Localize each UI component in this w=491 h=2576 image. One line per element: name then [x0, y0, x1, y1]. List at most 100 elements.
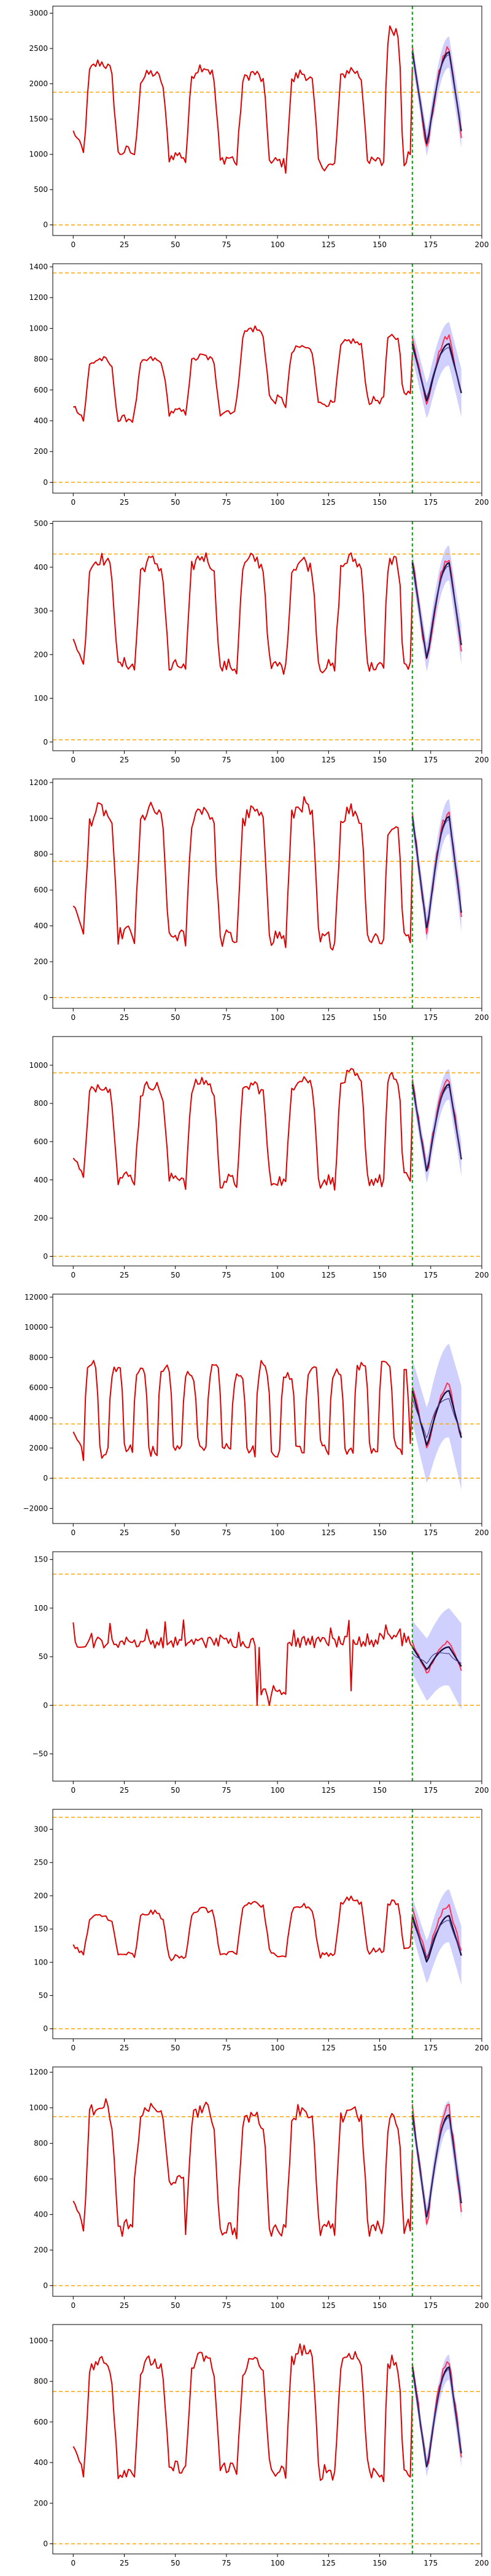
actual-future-line	[411, 1904, 462, 1959]
forecast-mean-line	[411, 1646, 462, 1671]
y-tick-label: 100	[34, 1958, 48, 1966]
axes-frame	[52, 521, 482, 751]
y-tick-label: 0	[43, 1474, 48, 1482]
x-tick-label: 50	[171, 2044, 180, 2052]
y-tick-label: 150	[34, 1555, 48, 1564]
x-tick-label: 150	[373, 2559, 387, 2567]
x-tick-label: 125	[322, 756, 336, 764]
history-line	[72, 1619, 413, 1706]
x-tick-label: 125	[322, 1786, 336, 1795]
panel-10: 0 25 50 75 100 125 150 175 200 0 200 400 600 800 1000	[29, 2324, 489, 2567]
history-line	[72, 25, 413, 174]
x-tick-label: 100	[271, 2044, 285, 2052]
y-tick-label: 800	[34, 2139, 48, 2148]
y-tick-label: 0	[43, 221, 48, 229]
y-tick-label: 0	[43, 993, 48, 1002]
x-tick-label: 100	[271, 2301, 285, 2310]
x-tick-label: 150	[373, 1013, 387, 1022]
y-tick-label: 1500	[29, 115, 48, 123]
axes-frame	[52, 2324, 482, 2555]
axes-frame	[52, 1551, 482, 1782]
prediction-interval	[412, 2101, 462, 2228]
x-tick-label: 25	[120, 756, 129, 764]
x-tick-label: 175	[423, 756, 438, 764]
plot-area	[53, 796, 482, 999]
y-tick-label: 300	[34, 607, 48, 615]
x-tick-label: 150	[373, 240, 387, 249]
history-line	[72, 1068, 413, 1191]
x-tick-label: 175	[423, 2301, 438, 2310]
x-tick-label: 200	[475, 1528, 489, 1537]
x-tick-label: 150	[373, 2301, 387, 2310]
x-tick-label: 25	[120, 2559, 129, 2567]
y-tick-label: 600	[34, 386, 48, 394]
y-tick-label: 200	[34, 447, 48, 456]
x-tick-label: 125	[322, 1528, 336, 1537]
x-tick-label: 100	[271, 1013, 285, 1022]
x-tick-label: 100	[271, 1786, 285, 1795]
forecast-sample-line	[412, 54, 462, 142]
y-tick-label: 400	[34, 2458, 48, 2467]
x-tick-label: 100	[271, 1528, 285, 1537]
plot-area	[53, 2343, 482, 2545]
x-tick-label: 200	[475, 756, 489, 764]
x-tick-label: 125	[322, 1271, 336, 1279]
y-tick-label: 500	[34, 185, 48, 194]
y-tick-label: 600	[34, 886, 48, 894]
x-tick-label: 0	[71, 1528, 75, 1537]
plot-area	[53, 1068, 482, 1257]
forecast-sample-line	[412, 2117, 462, 2215]
x-tick-label: 25	[120, 1786, 129, 1795]
axes-frame	[52, 1036, 482, 1267]
y-tick-label: 1200	[29, 778, 48, 787]
y-tick-label: 200	[34, 957, 48, 966]
x-tick-label: 75	[222, 2301, 231, 2310]
axes-frame	[52, 1809, 482, 2039]
history-line	[72, 552, 413, 675]
x-tick-label: 150	[373, 756, 387, 764]
x-tick-label: 75	[222, 756, 231, 764]
y-tick-label: 1200	[29, 293, 48, 302]
x-tick-label: 150	[373, 2044, 387, 2052]
y-tick-label: 3000	[29, 9, 48, 18]
y-tick-label: 100	[34, 1604, 48, 1612]
y-tick-label: 10000	[25, 1323, 48, 1332]
y-tick-label: 6000	[29, 1384, 48, 1392]
x-tick-label: 25	[120, 1528, 129, 1537]
x-tick-label: 200	[475, 498, 489, 507]
forecast-sample-line	[412, 1652, 462, 1664]
plot-area	[53, 2098, 482, 2287]
x-tick-label: 100	[271, 756, 285, 764]
y-tick-label: 200	[34, 1892, 48, 1900]
plot-area	[53, 25, 482, 226]
y-tick-label: 400	[34, 1176, 48, 1184]
x-tick-label: 150	[373, 1271, 387, 1279]
forecast-sample-line	[412, 1086, 462, 1169]
x-tick-label: 25	[120, 1271, 129, 1279]
y-tick-label: 1000	[29, 324, 48, 332]
x-tick-label: 50	[171, 1013, 180, 1022]
x-tick-label: 25	[120, 2301, 129, 2310]
y-tick-label: 800	[34, 2377, 48, 2386]
x-tick-label: 175	[423, 2044, 438, 2052]
history-line	[72, 2343, 413, 2483]
y-tick-label: 0	[43, 2025, 48, 2033]
x-tick-label: 200	[475, 240, 489, 249]
x-tick-label: 175	[423, 1013, 438, 1022]
panel-8: 0 25 50 75 100 125 150 175 200 0 50 100 150 200 250 300	[34, 1809, 489, 2052]
x-tick-label: 50	[171, 756, 180, 764]
y-tick-label: 600	[34, 2175, 48, 2183]
y-tick-label: 2000	[29, 1444, 48, 1452]
x-tick-label: 75	[222, 498, 231, 507]
x-tick-label: 75	[222, 2044, 231, 2052]
x-tick-label: 125	[322, 2301, 336, 2310]
x-tick-label: 0	[71, 2044, 75, 2052]
y-tick-label: 800	[34, 355, 48, 364]
panel-9: 0 25 50 75 100 125 150 175 200 0 200 400 600 800 1000 1…	[29, 2066, 489, 2310]
y-tick-label: 1000	[29, 2104, 48, 2112]
axes-frame	[52, 2066, 482, 2297]
forecast-sample-line	[412, 1398, 462, 1439]
x-tick-label: 175	[423, 1528, 438, 1537]
y-tick-label: 400	[34, 922, 48, 930]
